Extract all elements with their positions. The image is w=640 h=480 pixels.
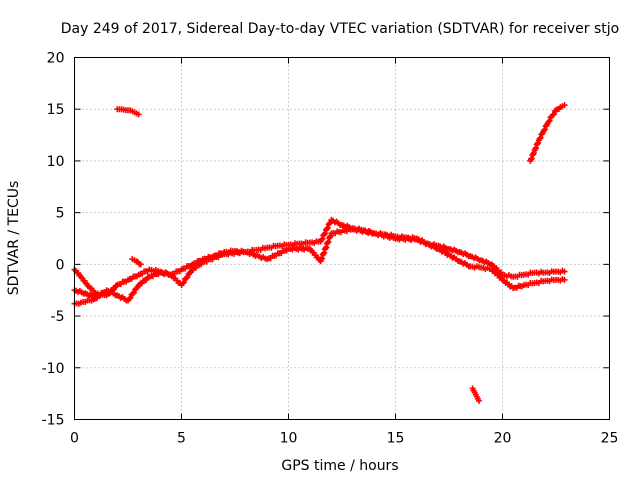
data-point <box>127 294 134 301</box>
x-tick-label: 20 <box>494 431 512 447</box>
data-point <box>550 111 557 118</box>
axis-ticks <box>74 57 610 420</box>
data-point <box>321 231 328 238</box>
data-point <box>475 397 482 404</box>
data-point <box>180 279 187 286</box>
chart-title: Day 249 of 2017, Sidereal Day-to-day VTE… <box>61 21 619 37</box>
x-axis-tick-labels: 0 5 10 15 20 25 <box>70 431 618 447</box>
data-point <box>537 134 544 141</box>
x-tick-label: 5 <box>177 431 186 447</box>
y-axis-tick-labels: -15 -10 -5 0 5 10 15 20 <box>42 51 65 429</box>
data-point <box>130 289 137 296</box>
data-point <box>186 269 193 276</box>
data-point <box>561 268 568 275</box>
data-point <box>561 102 568 109</box>
y-tick-label: -10 <box>42 361 65 377</box>
data-point <box>126 295 133 302</box>
data-point <box>183 275 190 282</box>
data-point <box>184 274 191 281</box>
data-point <box>110 287 117 294</box>
data-point <box>541 127 548 134</box>
y-tick-label: 10 <box>47 154 65 170</box>
data-point <box>135 111 142 118</box>
data-point <box>541 126 548 133</box>
y-tick-label: 15 <box>47 102 65 118</box>
y-tick-label: 20 <box>47 51 65 67</box>
data-point <box>323 225 330 232</box>
y-axis-title: SDTVAR / TECUs <box>6 181 22 296</box>
data-point <box>536 135 543 142</box>
data-point <box>318 236 325 243</box>
data-point <box>129 290 136 297</box>
x-tick-label: 10 <box>280 431 298 447</box>
data-point <box>546 117 553 124</box>
plot-frame <box>74 57 610 420</box>
y-tick-label: -5 <box>51 309 65 325</box>
x-axis-title: GPS time / hours <box>281 458 398 474</box>
data-point <box>324 224 331 231</box>
data-point <box>561 276 568 283</box>
y-tick-label: 0 <box>56 257 65 273</box>
y-tick-label: -15 <box>42 413 65 429</box>
x-tick-label: 15 <box>387 431 405 447</box>
data-point <box>545 118 552 125</box>
data-point <box>133 285 140 292</box>
data-point <box>319 235 326 242</box>
data-point <box>326 220 333 227</box>
data-points <box>71 102 568 404</box>
data-point <box>322 230 329 237</box>
x-tick-label: 25 <box>601 431 619 447</box>
data-point <box>137 261 144 268</box>
data-point <box>179 280 186 287</box>
y-tick-label: 5 <box>56 206 65 222</box>
x-tick-label: 0 <box>70 431 79 447</box>
